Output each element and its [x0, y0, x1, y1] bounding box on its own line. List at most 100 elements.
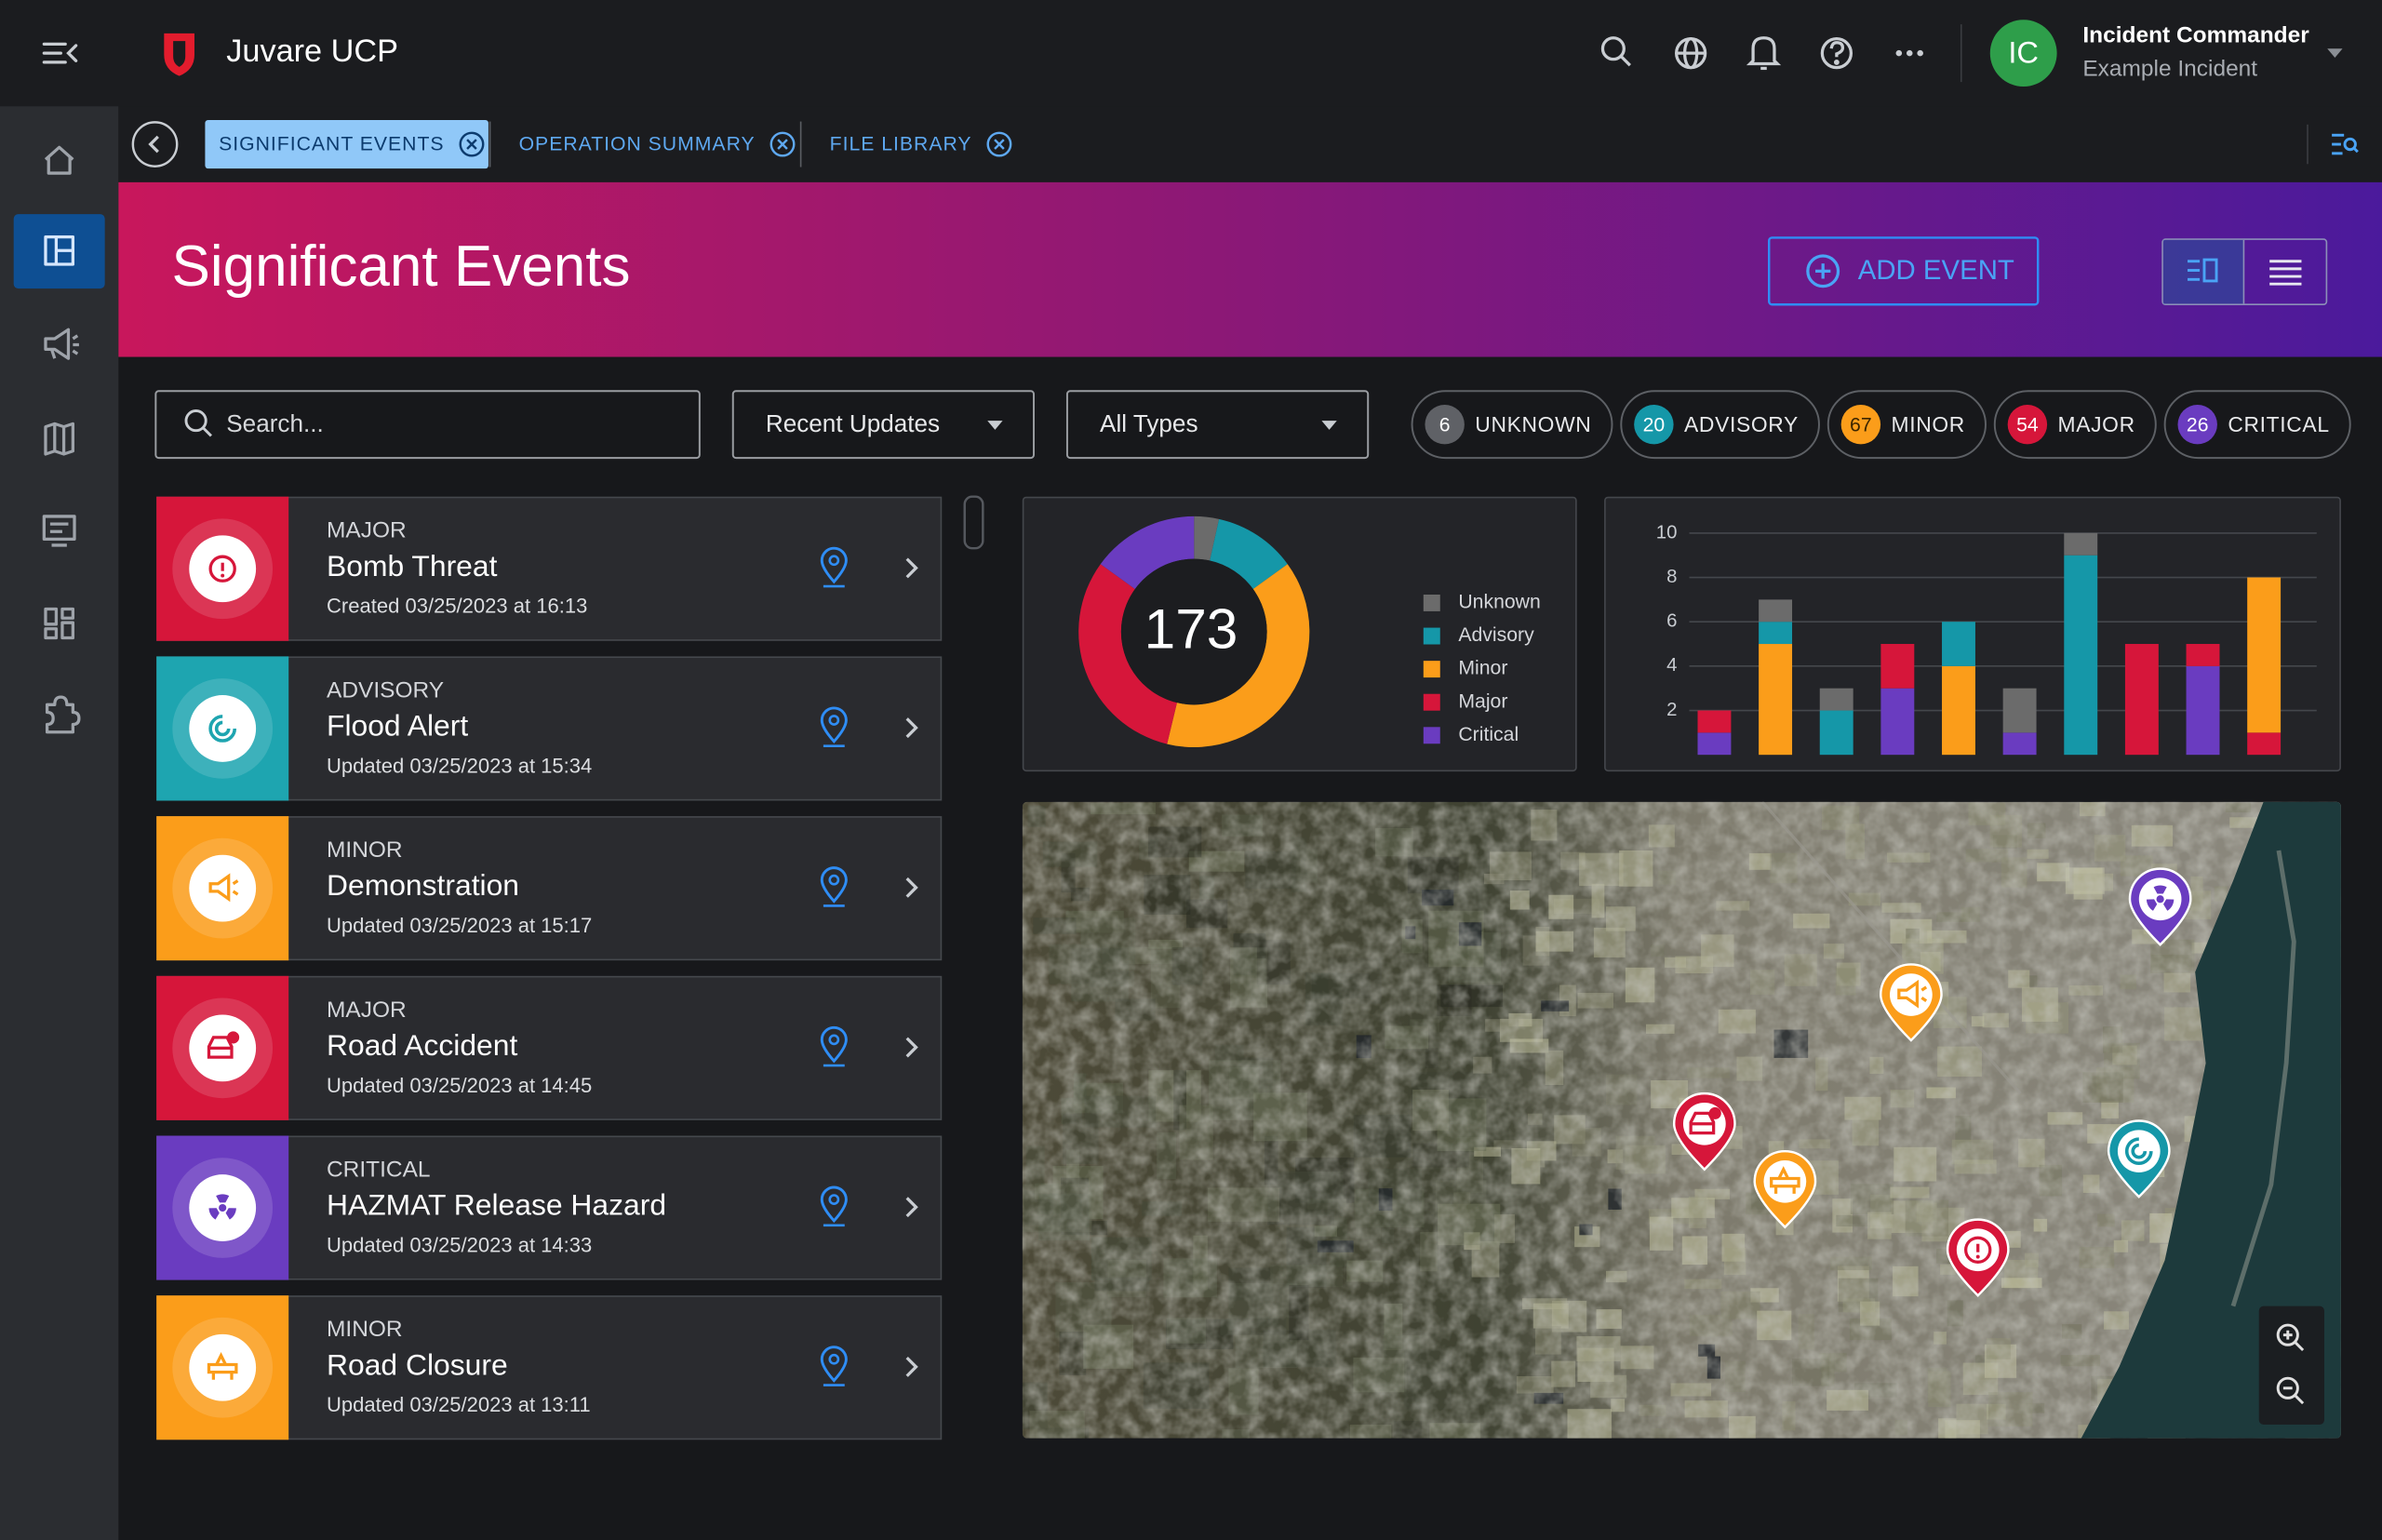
tab-close[interactable]: [459, 131, 485, 157]
open-chevron[interactable]: [905, 1037, 918, 1058]
event-title: Demonstration: [327, 868, 519, 902]
map-pins: [1672, 867, 2192, 1297]
add-event-button[interactable]: [1768, 236, 2040, 306]
scrollbar[interactable]: [963, 495, 984, 550]
tab-label: OPERATION SUMMARY: [519, 133, 756, 154]
help-icon[interactable]: [1820, 36, 1853, 70]
severity-chip[interactable]: 26 CRITICAL: [2163, 390, 2351, 460]
event-severity: ADVISORY: [327, 677, 444, 703]
list-view-button[interactable]: [2269, 260, 2302, 286]
icon-glyph: [1964, 1236, 1992, 1264]
nav-home[interactable]: [44, 145, 74, 175]
locate-button[interactable]: [820, 866, 848, 904]
tab-close[interactable]: [986, 131, 1012, 157]
severity-chip[interactable]: 6 UNKNOWN: [1411, 390, 1613, 460]
chip-count: 26: [2187, 414, 2209, 435]
sort-dropdown[interactable]: [731, 390, 1035, 460]
locate-dot: [828, 555, 840, 567]
menu-button[interactable]: [42, 42, 78, 64]
severity-chip[interactable]: 20 ADVISORY: [1620, 390, 1820, 460]
tab[interactable]: OPERATION SUMMARY: [505, 120, 799, 168]
event-card[interactable]: MINOR Road Closure Updated 03/25/2023 at 1…: [156, 1295, 943, 1440]
open-chevron[interactable]: [905, 717, 918, 739]
user-name: Incident Commander: [2082, 23, 2309, 48]
bar-segment: [2064, 532, 2098, 556]
nav-boards[interactable]: [42, 515, 76, 547]
avatar[interactable]: [1989, 20, 2057, 87]
page-banner: [118, 181, 2382, 357]
search-box[interactable]: [154, 390, 701, 460]
chip-count-badge: [1634, 404, 1674, 445]
notifications-icon[interactable]: [1746, 36, 1782, 71]
locate-dot: [828, 1194, 840, 1205]
event-card[interactable]: MINOR Demonstration Updated 03/25/2023 at …: [156, 816, 943, 961]
donut-chart: Unknown Advisory Minor Major Critical 173: [1078, 516, 1541, 748]
tab[interactable]: SIGNIFICANT EVENTS: [205, 119, 488, 169]
bar-segment: [2186, 665, 2220, 756]
zoom-out[interactable]: [2276, 1376, 2305, 1405]
chip-outline: [1993, 390, 2157, 460]
chip-label: CRITICAL: [2228, 412, 2329, 436]
map-pin[interactable]: [1879, 963, 1943, 1042]
nav-integrations[interactable]: [45, 695, 81, 734]
chip-label: ADVISORY: [1684, 412, 1799, 436]
language-icon[interactable]: [1675, 36, 1707, 70]
locate-button[interactable]: [820, 706, 848, 744]
y-tick-label: 2: [1666, 700, 1677, 720]
open-chevron[interactable]: [905, 1197, 918, 1218]
type-dropdown[interactable]: [1065, 390, 1370, 460]
bar-segment: [1942, 622, 1975, 666]
icon-glyph: [208, 873, 239, 903]
nav-map[interactable]: [44, 422, 74, 456]
open-chevron[interactable]: [905, 877, 918, 898]
map-pin[interactable]: [1946, 1218, 2010, 1297]
user-menu-caret[interactable]: [2327, 48, 2343, 59]
tab[interactable]: FILE LIBRARY: [816, 120, 1016, 168]
severity-chip[interactable]: 67 MINOR: [1827, 390, 1987, 460]
legend-label: Major: [1458, 690, 1507, 712]
zoom-in[interactable]: [2276, 1323, 2305, 1352]
more-icon[interactable]: [1895, 49, 1923, 57]
severity-chip[interactable]: 54 MAJOR: [1993, 390, 2157, 460]
view-toggle: [2161, 238, 2328, 306]
map-pin[interactable]: [1672, 1091, 1736, 1172]
chip-count-badge: [2177, 404, 2217, 445]
tab-close[interactable]: [769, 131, 796, 157]
event-card[interactable]: ADVISORY Flood Alert Updated 03/25/2023 at…: [156, 656, 943, 801]
icon-glyph: [219, 1203, 227, 1212]
tab-bar: [118, 106, 2382, 182]
event-card[interactable]: CRITICAL HAZMAT Release Hazard Updated 03/…: [156, 1135, 943, 1280]
nav-dashboard[interactable]: [44, 234, 74, 266]
back-button[interactable]: [131, 121, 179, 167]
event-card[interactable]: MAJOR Road Accident Updated 03/25/2023 at …: [156, 975, 943, 1120]
chip-label: MAJOR: [2058, 412, 2135, 436]
icon-glyph: [2124, 1137, 2153, 1166]
locate-dot: [828, 874, 840, 886]
map-pin[interactable]: [2107, 1119, 2171, 1199]
open-chevron[interactable]: [905, 1356, 918, 1377]
icon-glyph: [208, 555, 236, 583]
locate-dot: [828, 715, 840, 726]
donut-slice: [1078, 564, 1177, 744]
event-title: HAZMAT Release Hazard: [327, 1188, 666, 1222]
bar-segment: [1880, 644, 1915, 689]
y-tick-label: 10: [1656, 522, 1678, 542]
locate-button[interactable]: [820, 1185, 848, 1224]
locate-button[interactable]: [820, 1346, 848, 1383]
icon-glyph: [225, 1208, 236, 1220]
locate-dot: [828, 1353, 840, 1365]
legend-label: Unknown: [1458, 592, 1540, 613]
icon-glyph: [2153, 885, 2167, 894]
nav-announcements[interactable]: [44, 328, 79, 360]
locate-button[interactable]: [820, 546, 848, 584]
open-chevron[interactable]: [905, 557, 918, 579]
nav-widgets[interactable]: [44, 607, 75, 640]
locate-button[interactable]: [820, 1025, 848, 1064]
map-pin[interactable]: [2128, 867, 2192, 946]
map-pin[interactable]: [1753, 1149, 1817, 1229]
event-card[interactable]: MAJOR Bomb Threat Created 03/25/2023 at 16…: [156, 496, 943, 641]
donut-total: 173: [1144, 597, 1238, 661]
search-icon[interactable]: [1600, 36, 1631, 67]
filter-panel-button[interactable]: [2332, 133, 2359, 155]
